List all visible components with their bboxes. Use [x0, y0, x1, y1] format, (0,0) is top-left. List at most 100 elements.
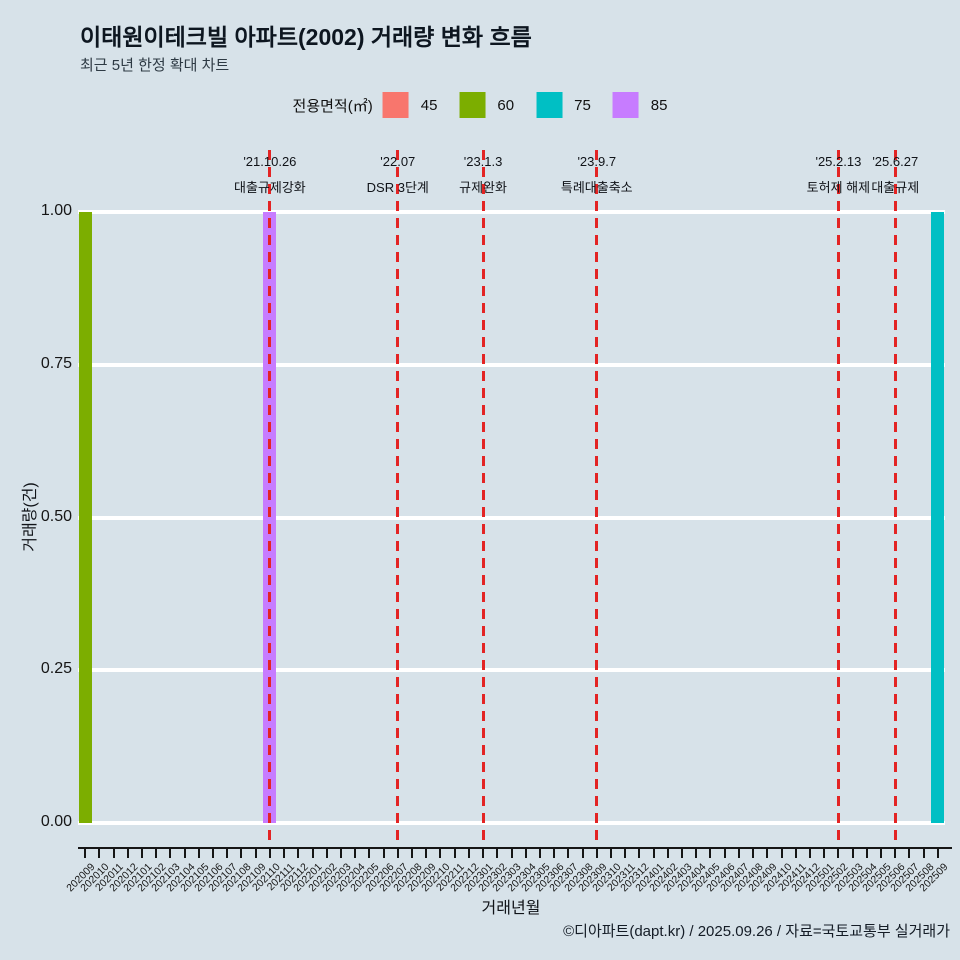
x-tick-202405 [709, 849, 712, 858]
event-name-label-202207: DSR 3단계 [366, 180, 429, 195]
legend-title: 전용면적(㎡) [292, 97, 373, 115]
x-tick-202111 [283, 849, 286, 858]
event-date-label-202502: '25.2.13 [815, 154, 862, 169]
page-title: 이태원이테크빌 아파트(2002) 거래량 변화 흐름 [80, 24, 532, 50]
x-tick-202306 [553, 849, 556, 858]
x-tick-202310 [609, 849, 612, 858]
x-tick-202402 [666, 849, 669, 858]
x-tick-202401 [652, 849, 655, 858]
legend-item-60: 60 [459, 92, 514, 118]
x-tick-202503 [851, 849, 854, 858]
x-tick-202407 [737, 849, 740, 858]
y-grid-line-0.25 [78, 668, 945, 673]
x-tick-202010 [98, 849, 101, 858]
x-tick-202203 [339, 849, 342, 858]
y-grid-line-0.50 [78, 515, 945, 520]
x-tick-202410 [780, 849, 783, 858]
x-tick-202204 [354, 849, 357, 858]
legend-item-85: 85 [612, 92, 667, 118]
x-tick-202307 [567, 849, 570, 858]
x-tick-202505 [880, 849, 883, 858]
event-line-202506 [893, 150, 897, 844]
x-tick-202209 [425, 849, 428, 858]
x-tick-202108 [240, 849, 243, 858]
x-tick-202011 [112, 849, 115, 858]
y-grid-line-1.00 [78, 210, 945, 214]
x-tick-202308 [581, 849, 584, 858]
y-grid-line-0.75 [78, 362, 945, 367]
event-line-202110 [268, 150, 272, 844]
x-tick-202102 [155, 849, 158, 858]
legend-item-45: 45 [382, 92, 438, 118]
x-tick-202408 [752, 849, 755, 858]
bar-202509-75 [931, 212, 945, 823]
footer-credit: ©디아파트(dapt.kr) / 2025.09.26 / 자료=국토교통부 실… [563, 923, 950, 940]
x-tick-202107 [226, 849, 229, 858]
x-tick-202312 [638, 849, 641, 858]
event-date-label-202301: '23.1.3 [463, 154, 503, 169]
legend-label-45: 45 [420, 96, 438, 114]
event-line-202301 [481, 150, 485, 844]
x-tick-202207 [396, 849, 399, 858]
event-date-label-202309: '23.9.7 [577, 154, 617, 169]
x-tick-202409 [766, 849, 769, 858]
y-axis-title: 거래량(건) [22, 482, 39, 552]
legend-label-75: 75 [574, 96, 591, 114]
legend: 전용면적(㎡) 45 60 75 85 [292, 92, 667, 118]
legend-swatch-60 [459, 92, 486, 118]
legend-items: 45 60 75 85 [382, 92, 667, 118]
x-axis-title: 거래년월 [481, 900, 541, 917]
x-tick-202302 [496, 849, 499, 858]
x-tick-202509 [936, 849, 939, 858]
event-line-202502 [836, 150, 840, 844]
x-tick-202303 [510, 849, 513, 858]
x-tick-202304 [524, 849, 527, 858]
x-tick-202404 [695, 849, 698, 858]
x-tick-202504 [865, 849, 868, 858]
x-tick-202012 [126, 849, 129, 858]
x-tick-202507 [908, 849, 911, 858]
x-tick-202105 [197, 849, 200, 858]
legend-item-75: 75 [536, 92, 591, 118]
event-name-label-202309: 특례대출축소 [560, 180, 633, 195]
x-tick-202106 [212, 849, 215, 858]
x-tick-202009 [84, 849, 87, 858]
x-tick-202112 [297, 849, 300, 858]
x-tick-202501 [823, 849, 826, 858]
y-tick-label-0.75: 0.75 [40, 354, 72, 372]
x-tick-202205 [368, 849, 371, 858]
event-date-label-202110: '21.10.26 [243, 154, 297, 169]
legend-swatch-75 [536, 92, 563, 118]
x-tick-202109 [254, 849, 257, 858]
x-tick-202403 [681, 849, 684, 858]
legend-swatch-85 [612, 92, 639, 118]
y-tick-label-0.50: 0.50 [40, 507, 72, 525]
event-name-label-202301: 규제완화 [459, 180, 507, 195]
y-grid-line-0.00 [78, 821, 945, 825]
event-line-202309 [595, 150, 599, 844]
x-tick-202211 [453, 849, 456, 858]
event-name-label-202110: 대출규제강화 [233, 180, 306, 195]
x-tick-202506 [894, 849, 897, 858]
x-tick-202201 [311, 849, 314, 858]
event-date-label-202207: '22.07 [380, 154, 416, 169]
y-tick-label-0.00: 0.00 [40, 813, 72, 830]
x-tick-202301 [482, 849, 485, 858]
y-tick-label-1.00: 1.00 [40, 202, 72, 219]
x-tick-202208 [411, 849, 413, 858]
x-tick-202110 [268, 849, 271, 858]
page-subtitle: 최근 5년 한정 확대 차트 [80, 57, 230, 74]
x-tick-202206 [382, 849, 385, 858]
x-tick-202411 [794, 849, 797, 858]
x-axis-line [78, 847, 952, 849]
legend-swatch-45 [382, 92, 409, 118]
x-tick-202305 [538, 849, 541, 858]
event-date-label-202506: '25.6.27 [872, 154, 919, 169]
x-tick-202202 [325, 849, 328, 858]
x-tick-202212 [467, 849, 470, 858]
x-tick-202210 [439, 849, 442, 858]
bar-202009-60 [78, 212, 92, 823]
x-tick-202502 [837, 849, 840, 858]
x-tick-202104 [183, 849, 186, 858]
